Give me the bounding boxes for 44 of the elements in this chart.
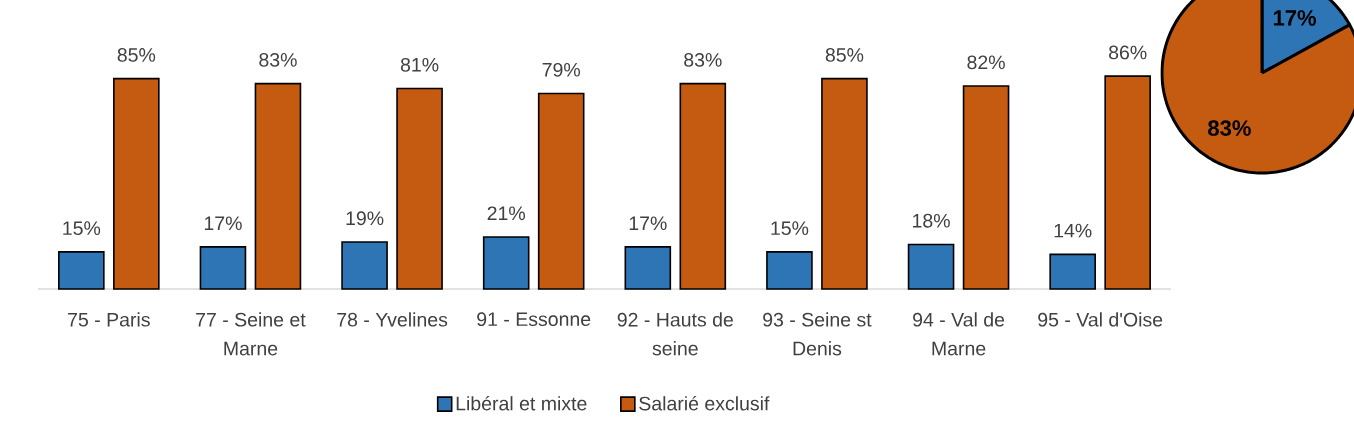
- x-tick-label: 91 - Essonne: [477, 312, 591, 327]
- data-label: 19%: [346, 211, 384, 226]
- x-tick-label: 95 - Val d'Oise: [1038, 312, 1163, 327]
- data-label: 83%: [259, 52, 297, 67]
- bar: [624, 246, 672, 290]
- data-label: 17%: [1273, 10, 1316, 26]
- data-label: 86%: [1109, 45, 1147, 60]
- data-label: 81%: [400, 57, 439, 72]
- data-label: 17%: [629, 216, 667, 231]
- data-label: 14%: [1054, 223, 1092, 238]
- data-label: 18%: [913, 213, 950, 228]
- bar: [821, 77, 868, 290]
- data-label: 83%: [684, 52, 722, 67]
- x-tick-label: 75 - Paris: [68, 312, 150, 327]
- legend-label: Libéral et mixte: [456, 395, 587, 411]
- x-tick-label: 94 - Val de Marne: [913, 312, 1005, 356]
- bar: [58, 251, 105, 290]
- data-label: 15%: [771, 221, 809, 236]
- bar: [199, 246, 247, 290]
- x-tick-label: 78 - Yvelines: [337, 312, 448, 327]
- data-label: 85%: [825, 48, 864, 62]
- bar: [113, 77, 160, 290]
- data-label: 83%: [1208, 120, 1251, 136]
- data-label: 17%: [204, 216, 242, 231]
- legend-label: Salarié exclusif: [639, 395, 770, 411]
- bar: [396, 87, 443, 290]
- bar: [537, 92, 585, 290]
- bar: [962, 85, 1010, 290]
- data-label: 15%: [63, 221, 101, 236]
- bar: [341, 241, 388, 290]
- data-label: 85%: [117, 48, 156, 62]
- x-tick-label: 92 - Hauts de seine: [617, 312, 733, 356]
- bar: [482, 236, 530, 290]
- x-tick-label: 77 - Seine et Marne: [196, 312, 306, 356]
- bar: [907, 243, 955, 290]
- bar: [766, 251, 813, 290]
- x-tick-label: 93 - Seine st Denis: [763, 312, 872, 356]
- bar: [1104, 75, 1151, 290]
- bar: [1049, 253, 1096, 290]
- data-label: 82%: [967, 55, 1005, 70]
- bar: [679, 82, 727, 290]
- bar: [254, 82, 302, 290]
- data-label: 21%: [487, 206, 526, 221]
- data-label: 79%: [542, 62, 581, 77]
